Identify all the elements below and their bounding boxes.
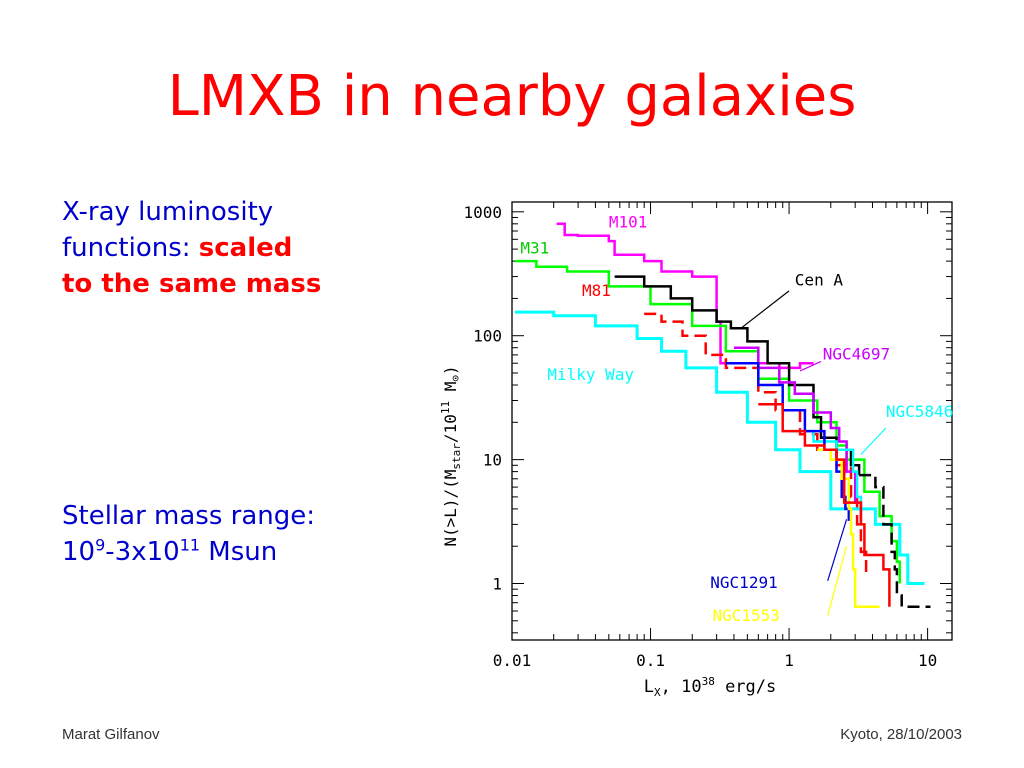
series-labels: M101 M31 M81 Cen A Milky Way NGC4697 NGC5846 NG… — [520, 212, 953, 625]
footer-venue-date: Kyoto, 28/10/2003 — [840, 726, 962, 743]
leader-line — [827, 546, 848, 616]
text-line: Stellar mass range: — [62, 501, 316, 531]
leader-line — [827, 519, 848, 582]
series-line-ngc1553 — [817, 448, 880, 608]
x-tick-label: 0.1 — [636, 651, 665, 670]
series-label: NGC5846 — [886, 402, 953, 421]
series-line-ngc5846 — [789, 429, 863, 517]
leader-line — [799, 360, 822, 372]
y-tick-label: 100 — [473, 327, 502, 346]
series-label: M101 — [609, 212, 648, 231]
series-line-milky-way — [514, 310, 925, 585]
series-label: M81 — [582, 281, 611, 300]
text-line: functions: — [62, 233, 199, 263]
mass-range-description: Stellar mass range: 109-3x1011 Msun — [62, 498, 392, 570]
series-line-cen-a-bright-end- — [859, 473, 931, 608]
x-tick-label: 0.01 — [493, 651, 532, 670]
series-label: NGC4697 — [823, 345, 890, 364]
highlight-text: scaled — [198, 233, 293, 263]
series-line-ngc-red — [758, 402, 891, 607]
series-label: Cen A — [795, 270, 844, 289]
x-axis-label: LX, 1038 erg/s — [644, 675, 777, 699]
series-label: Milky Way — [547, 365, 634, 384]
y-tick-label: 10 — [483, 451, 502, 470]
leader-line — [860, 427, 887, 455]
exponent: 9 — [95, 535, 106, 555]
plot-frame — [511, 201, 953, 641]
luminosity-description: X-ray luminosity functions: scaled to th… — [62, 194, 392, 302]
highlight-text: to the same mass — [62, 269, 322, 299]
series-label: M31 — [520, 239, 549, 258]
y-tick-label: 1 — [492, 575, 502, 594]
series-label: NGC1291 — [710, 573, 777, 592]
x-tick-label: 1 — [784, 651, 794, 670]
y-axis-label: N(>L)/(Mstar/1011 M⊙) — [439, 365, 463, 546]
luminosity-function-chart: 0.01 0.1 1 10 1 10 100 1000 M101 M31 M81 Cen A Milk… — [439, 201, 953, 699]
axes: 0.01 0.1 1 10 1 10 100 1000 — [463, 201, 953, 670]
series-label: NGC1553 — [712, 606, 779, 625]
y-tick-label: 1000 — [463, 203, 502, 222]
exponent: 11 — [179, 535, 201, 555]
footer-author: Marat Gilfanov — [62, 726, 160, 743]
series-lines — [514, 222, 931, 608]
x-tick-label: 10 — [918, 651, 937, 670]
leader-line — [740, 290, 790, 329]
series-line-m31 — [514, 259, 902, 584]
text-part: 10 — [62, 537, 96, 567]
text-part: Msun — [200, 537, 278, 567]
slide-title: LMXB in nearby galaxies — [167, 64, 857, 129]
text-line: X-ray luminosity — [62, 197, 274, 227]
text-part: -3x10 — [105, 537, 180, 567]
